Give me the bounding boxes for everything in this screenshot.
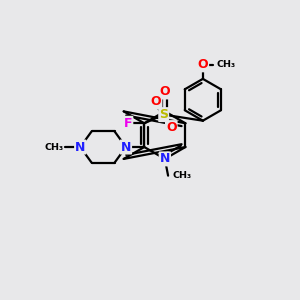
Text: N: N	[121, 140, 131, 154]
Text: N: N	[75, 140, 86, 154]
Text: O: O	[151, 95, 161, 108]
Text: O: O	[198, 58, 208, 71]
Text: O: O	[160, 85, 170, 98]
Text: CH₃: CH₃	[44, 142, 63, 152]
Text: N: N	[160, 152, 170, 165]
Text: S: S	[159, 108, 168, 121]
Text: CH₃: CH₃	[173, 171, 192, 180]
Text: CH₃: CH₃	[216, 60, 236, 69]
Text: F: F	[124, 117, 132, 130]
Text: O: O	[166, 121, 177, 134]
